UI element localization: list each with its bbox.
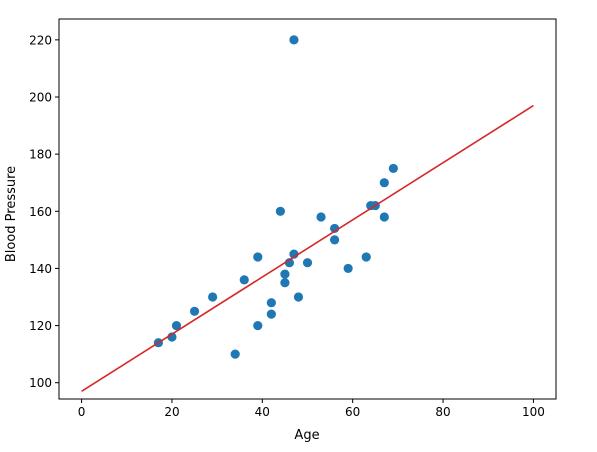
scatter-point xyxy=(230,349,240,359)
y-tick-label: 220 xyxy=(29,33,52,47)
scatter-point xyxy=(343,263,353,274)
regression-line xyxy=(81,104,534,392)
x-tick-label: 0 xyxy=(78,405,86,419)
plot-frame xyxy=(58,18,557,400)
scatter-point xyxy=(266,309,276,319)
x-axis-label: Age xyxy=(294,428,319,443)
scatter-point xyxy=(379,212,389,222)
y-tick-label: 160 xyxy=(29,205,52,219)
plot-area xyxy=(81,35,534,392)
x-tick-label: 60 xyxy=(345,405,360,419)
scatter-point xyxy=(388,163,398,174)
y-tick-label: 140 xyxy=(29,262,52,276)
y-tick-label: 120 xyxy=(29,319,52,333)
scatter-point xyxy=(330,235,340,245)
x-tick-label: 40 xyxy=(255,405,270,419)
scatter-point xyxy=(189,306,200,316)
scatter-point xyxy=(239,275,249,285)
scatter-point xyxy=(361,252,371,262)
scatter-point xyxy=(275,206,285,216)
scatter-point xyxy=(379,178,389,188)
y-tick-label: 180 xyxy=(29,148,52,162)
scatter-point xyxy=(266,298,276,308)
y-tick-label: 100 xyxy=(29,376,52,390)
x-tick-label: 80 xyxy=(435,405,450,419)
scatter-point xyxy=(253,320,263,331)
scatter-point xyxy=(289,35,299,45)
x-tick-label: 20 xyxy=(164,405,179,419)
scatter-point xyxy=(253,252,263,262)
y-tick-label: 200 xyxy=(29,91,52,105)
scatter-point xyxy=(280,278,290,288)
scatter-point xyxy=(280,269,290,279)
scatter-point xyxy=(171,320,182,331)
scatter-point xyxy=(316,212,326,222)
scatter-point xyxy=(293,292,304,302)
y-axis-label: Blood Pressure xyxy=(4,166,19,262)
x-tick-label: 100 xyxy=(522,405,545,419)
scatter-point xyxy=(208,292,218,302)
scatter-point xyxy=(302,258,313,268)
axes: 0 20 40 60 80 100 100 120 140 160 180 200 220 xyxy=(29,18,557,419)
